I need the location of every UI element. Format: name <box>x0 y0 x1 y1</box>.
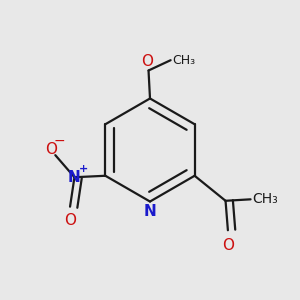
Text: O: O <box>141 54 153 69</box>
Text: O: O <box>45 142 57 157</box>
Text: N: N <box>144 204 156 219</box>
Text: O: O <box>64 213 76 228</box>
Text: +: + <box>79 164 88 174</box>
Text: O: O <box>222 238 234 253</box>
Text: CH₃: CH₃ <box>172 54 195 67</box>
Text: N: N <box>68 170 81 185</box>
Text: CH₃: CH₃ <box>252 192 278 206</box>
Text: −: − <box>53 134 65 147</box>
